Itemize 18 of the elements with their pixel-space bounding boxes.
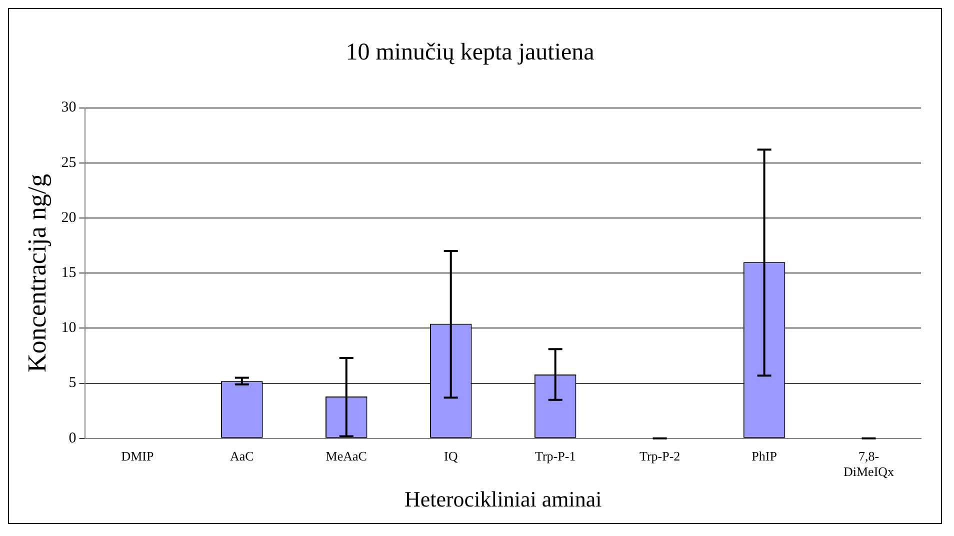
y-tick-label: 0 <box>68 430 76 446</box>
x-tick-label: 7,8-DiMeIQx <box>843 448 895 480</box>
y-tick-label: 20 <box>61 210 76 226</box>
y-tick-label: 25 <box>61 154 76 171</box>
y-tick-label: 10 <box>61 320 76 336</box>
x-tick-label: IQ <box>444 448 458 464</box>
x-tick-label: Trp-P-2 <box>639 448 680 464</box>
x-tick-label: AaC <box>230 448 254 464</box>
x-axis-title: Heterocikliniai aminai <box>404 486 602 512</box>
x-tick-label: DMIP <box>121 448 154 464</box>
y-tick-label: 5 <box>68 375 76 392</box>
y-tick-label: 15 <box>61 265 76 282</box>
x-tick-label: MeAaC <box>326 448 367 464</box>
x-tick-label: PhIP <box>752 448 777 464</box>
y-tick-label: 30 <box>61 100 76 116</box>
chart-title: 10 minučių kepta jautiena <box>346 40 595 66</box>
x-tick-label: Trp-P-1 <box>534 448 576 464</box>
y-axis-title: Koncentracija ng/g <box>22 174 52 372</box>
